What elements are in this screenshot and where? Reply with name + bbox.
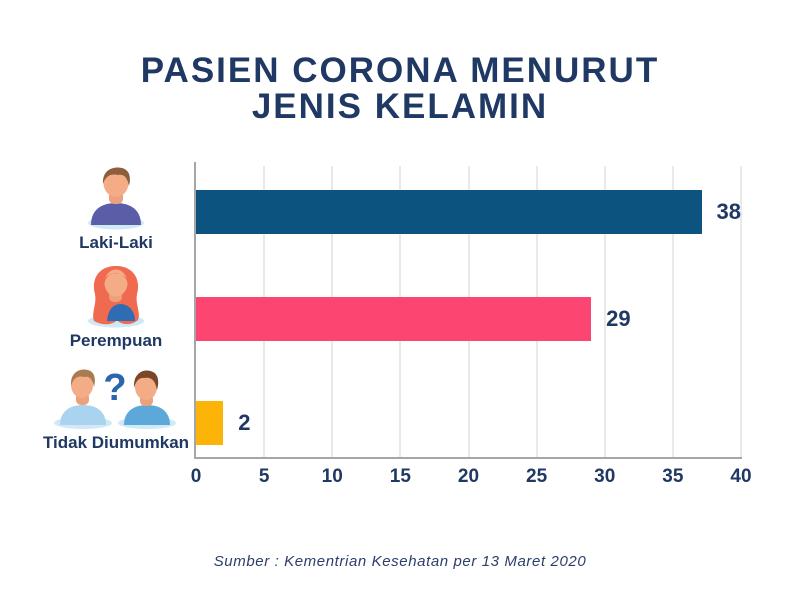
x-axis-ticks: 0 5 10 15 20 25 30 35 40 (191, 466, 752, 492)
x-tick-label: 20 (457, 466, 480, 487)
bar-value-perempuan: 29 (606, 306, 631, 331)
x-tick-label: 0 (190, 466, 202, 487)
x-tick-label: 15 (389, 466, 411, 487)
bar-value-laki-laki: 38 (716, 199, 741, 224)
x-tick-label: 25 (526, 466, 548, 487)
gridline (740, 166, 742, 458)
gridline (671, 166, 674, 458)
category-row-laki-laki: Laki-Laki (26, 166, 206, 253)
bar-row-perempuan: 29 (196, 297, 741, 341)
male-avatar-icon (88, 167, 144, 230)
x-tick-label: 35 (662, 466, 684, 487)
category-row-tidak-diumumkan: ? Tidak Diumumkan (26, 364, 206, 453)
bar-row-laki-laki: 38 (196, 190, 741, 234)
source-caption: Sumber : Kementrian Kesehatan per 13 Mar… (213, 553, 587, 570)
x-axis-line (194, 457, 742, 459)
category-row-perempuan: Perempuan (26, 264, 206, 351)
category-label-perempuan: Perempuan (69, 331, 163, 350)
gridline (603, 166, 606, 458)
question-mark-glyph: ? (103, 367, 126, 409)
plot-area: 38 29 2 (194, 162, 742, 459)
page-title-line1: PASIEN CORONA MENURUT (140, 51, 660, 91)
bar-row-tidak-diumumkan: 2 (196, 401, 741, 445)
x-tick-label: 5 (258, 466, 270, 487)
unknown-gender-avatar-icon: ? (54, 367, 176, 429)
page-title: PASIEN CORONA MENURUT JENIS KELAMIN (0, 53, 800, 125)
category-label-tidak-diumumkan: Tidak Diumumkan (42, 433, 190, 452)
female-avatar-icon (88, 266, 144, 328)
bar-laki-laki (196, 190, 702, 234)
bar-value-tidak-diumumkan: 2 (238, 410, 251, 435)
category-label-laki-laki: Laki-Laki (79, 233, 153, 252)
x-tick-label: 30 (594, 466, 616, 487)
bar-tidak-diumumkan (196, 401, 224, 445)
y-axis-line (194, 162, 196, 458)
page-title-line2: JENIS KELAMIN (251, 87, 549, 127)
x-tick-label: 40 (730, 466, 752, 487)
bar-perempuan (196, 297, 592, 341)
x-tick-label: 10 (321, 466, 343, 487)
